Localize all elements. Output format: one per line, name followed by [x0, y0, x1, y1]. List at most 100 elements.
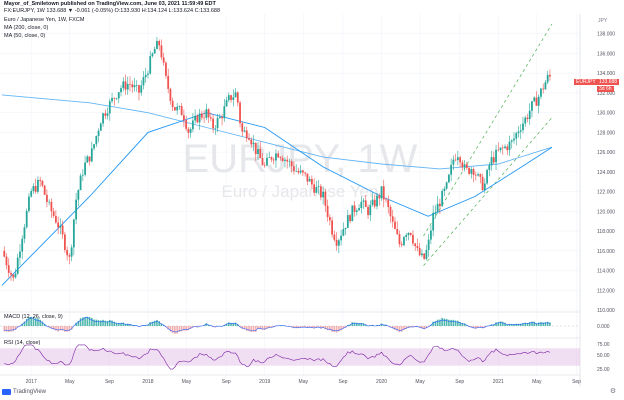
- macd-histogram-bar: [122, 322, 125, 326]
- macd-histogram-bar: [544, 322, 547, 326]
- candle-up: [317, 186, 320, 188]
- macd-histogram-bar: [436, 319, 439, 326]
- candle-up: [135, 85, 138, 86]
- macd-histogram-bar: [528, 322, 531, 326]
- macd-histogram-bar: [37, 318, 39, 326]
- candle-up: [340, 235, 342, 241]
- candle-down: [180, 106, 183, 116]
- macd-histogram-bar: [537, 322, 540, 326]
- macd-histogram-bar: [263, 326, 266, 331]
- candle-down: [41, 180, 44, 186]
- macd-histogram-bar: [356, 322, 358, 326]
- time-axis-tick: Sep: [572, 379, 581, 385]
- candle-down: [389, 207, 392, 217]
- candle-up: [84, 162, 86, 175]
- candle-down: [542, 88, 545, 90]
- indicator-ma200[interactable]: MA (200, close, 0): [4, 25, 49, 31]
- candle-down: [54, 215, 57, 223]
- candle-up: [522, 123, 524, 131]
- rsi-label[interactable]: RSI (14, close): [4, 340, 41, 346]
- macd-histogram-bar: [82, 317, 84, 326]
- candle-up: [77, 190, 80, 200]
- candle-down: [382, 186, 385, 200]
- price-axis-tick: 110.000: [597, 308, 615, 314]
- macd-histogram-bar: [353, 322, 356, 326]
- macd-histogram-bar: [153, 320, 156, 326]
- macd-line: [4, 316, 550, 333]
- candle-up: [517, 131, 520, 134]
- macd-label[interactable]: MACD (12, 26, close, 9): [4, 314, 63, 320]
- macd-histogram-bar: [84, 317, 86, 326]
- candle-down: [454, 159, 457, 161]
- macd-histogram-bar: [295, 326, 297, 329]
- macd-histogram-bar: [290, 326, 293, 328]
- candle-down: [465, 164, 468, 168]
- settings-gear-icon[interactable]: ⚙: [609, 388, 617, 395]
- candle-down: [304, 172, 307, 174]
- candle-down: [241, 123, 244, 132]
- candle-down: [335, 239, 338, 246]
- candle-up: [546, 74, 549, 83]
- macd-histogram-bar: [254, 326, 257, 332]
- time-axis-tick: 2021: [493, 379, 504, 385]
- candle-down: [209, 117, 212, 119]
- macd-histogram-bar: [461, 323, 464, 326]
- price-axis[interactable]: 138.000 136.000 134.000 132.000 130.000 128.0…: [597, 32, 615, 314]
- candle-down: [353, 205, 356, 212]
- candle-up: [425, 249, 428, 259]
- macd-histogram-bar: [192, 326, 194, 328]
- candle-down: [61, 225, 64, 235]
- time-axis-tick: 2018: [142, 379, 153, 385]
- candle-up: [234, 92, 237, 98]
- macd-histogram-bar: [434, 321, 437, 326]
- candle-up: [540, 88, 542, 97]
- candle-up: [218, 116, 221, 119]
- candle-down: [506, 146, 509, 151]
- macd-histogram-bar: [535, 323, 538, 326]
- tradingview-logo[interactable]: TradingView: [2, 389, 46, 395]
- candle-down: [492, 157, 495, 163]
- candle-down: [387, 199, 390, 208]
- macd-histogram-bar: [540, 321, 542, 326]
- candle-up: [508, 141, 511, 151]
- indicator-main[interactable]: Euro / Japanese Yen, 1W, FXCM: [4, 17, 85, 23]
- candle-down: [167, 75, 170, 89]
- candle-up: [266, 157, 268, 166]
- macd-histogram-bar: [380, 323, 383, 326]
- candle-up: [337, 240, 340, 246]
- candle-up: [515, 133, 518, 139]
- macd-histogram-bar: [524, 322, 527, 326]
- candle-up: [19, 251, 21, 258]
- candle-up: [149, 56, 152, 74]
- candle-down: [88, 156, 91, 162]
- macd-histogram-bar: [351, 322, 354, 326]
- macd-histogram-bar: [492, 324, 495, 326]
- candle-down: [39, 179, 42, 181]
- candle-up: [120, 88, 122, 93]
- macd-histogram-bar: [180, 326, 183, 332]
- candle-up: [463, 164, 466, 168]
- macd-histogram-bar: [59, 326, 62, 331]
- macd-histogram-bar: [454, 320, 457, 326]
- currency-label: JPY: [598, 18, 608, 24]
- macd-histogram-bar: [232, 322, 235, 326]
- macd-histogram-bar: [324, 326, 327, 330]
- candle-down: [250, 139, 253, 145]
- candle-down: [131, 84, 134, 88]
- macd-histogram-bar: [160, 323, 163, 326]
- price-axis-tick: 114.000: [597, 269, 615, 275]
- time-axis-tick: Sep: [105, 379, 114, 385]
- candle-up: [153, 48, 156, 54]
- candle-up: [477, 174, 479, 176]
- macd-histogram-bar: [75, 322, 77, 326]
- candle-down: [263, 165, 266, 166]
- indicator-ma50[interactable]: MA (50, close, 0): [4, 33, 46, 39]
- time-axis[interactable]: 2017 May Sep 2018 May Sep 2019 May Sep 2020 May Sep…: [26, 379, 582, 385]
- candle-up: [142, 77, 145, 86]
- macd-histogram-bar: [441, 317, 443, 326]
- candle-up: [268, 157, 271, 158]
- candle-down: [501, 147, 504, 149]
- macd-histogram-bar: [342, 326, 345, 329]
- symbol-line: FX:EURJPY, 1W 133.688 ▼ -0.061 (-0.05%) …: [4, 8, 221, 14]
